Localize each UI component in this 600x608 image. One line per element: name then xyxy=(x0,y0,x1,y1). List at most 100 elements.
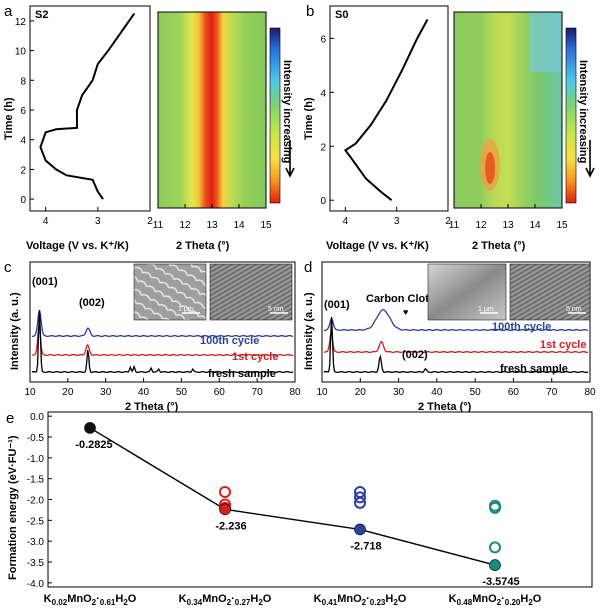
panel-a-heatmap-xtick-label: 11 xyxy=(153,220,164,231)
panel-d-legend-fresh: fresh sample xyxy=(500,363,568,375)
panel-e-letter: e xyxy=(6,410,14,427)
panel-e-marks: -0.2825 -2.236 -2.718 -3.5745 xyxy=(75,422,520,588)
panel-c-peak-002: (002) xyxy=(79,297,105,309)
panel-e-category-label: K0.48MnO2·0.20H2O xyxy=(449,593,542,607)
panel-c-xtick-label: 70 xyxy=(252,387,264,398)
panel-b-voltage-frame xyxy=(329,5,449,212)
panel-c-peak-001: (001) xyxy=(32,276,58,288)
panel-e-ytick-label: -4.0 xyxy=(27,579,45,590)
panel-b-heatmap-xtick-label: 11 xyxy=(449,220,460,231)
panel-c-xtick-label: 50 xyxy=(176,387,188,398)
panel-d-legend-100th: 100th cycle xyxy=(492,321,551,333)
panel-d-series-100th xyxy=(323,308,589,332)
panel-b-ytick-label: 4 xyxy=(320,88,326,99)
panel-d-peak-002: (002) xyxy=(402,349,428,361)
panel-a-ytick-label: 0 xyxy=(20,195,26,206)
panel-a-colorbar-label: Intensity increasing xyxy=(281,60,293,163)
panel-a-arrow-icon xyxy=(285,140,295,178)
panel-a-sample-label: S2 xyxy=(35,9,48,21)
panel-d-x-ticks: 10 20 30 40 50 60 70 80 xyxy=(316,378,596,398)
panel-e-y-ticks: -4.0 -3.5 -3.0 -2.5 -2.0 -1.5 -1.0 -0.5 0.0 xyxy=(27,412,52,590)
panel-b-letter: b xyxy=(306,3,314,20)
panel-d-xtick-label: 20 xyxy=(355,387,367,398)
panel-c-series-100th xyxy=(31,310,294,338)
panel-c-legend-100th: 100th cycle xyxy=(200,335,259,347)
panel-c-ylabel: Intensity (a. u.) xyxy=(9,292,21,370)
panel-a-xlabel: Voltage (V vs. K⁺/K) xyxy=(26,240,129,252)
panel-b-xlabel: Voltage (V vs. K⁺/K) xyxy=(326,240,429,252)
panel-a-xtick-label: 3 xyxy=(95,216,101,227)
panel-e-ytick-label: -0.5 xyxy=(27,433,45,444)
panel-b-heatmap-xtick-label: 15 xyxy=(556,220,568,231)
panel-d-tem-image xyxy=(509,263,591,321)
panel-a-voltage-frame xyxy=(29,5,151,212)
panel-d-frame xyxy=(321,261,591,383)
panel-a-voltage-curve xyxy=(39,12,136,200)
panel-b-heatmap-hotspot-core xyxy=(485,152,495,184)
panel-c-frame xyxy=(29,261,296,383)
panel-d-scale-1: 1 μm xyxy=(478,306,494,313)
panel-e-category-label: K0.02MnO2·0.61H2O xyxy=(44,593,137,607)
panel-e-point-open xyxy=(489,501,501,514)
panel-d-letter: d xyxy=(304,259,312,276)
panel-e-ytick-label: -3.5 xyxy=(27,558,45,569)
panel-d-xtick-label: 70 xyxy=(546,387,558,398)
panel-b-y-ticks: 0 2 4 6 xyxy=(320,34,334,207)
panel-a-heatmap xyxy=(158,12,266,208)
panel-b-arrow-icon xyxy=(585,140,595,178)
panel-c-series-1st xyxy=(31,324,294,357)
panel-a-heatmap-x-ticks: 11 12 13 14 15 xyxy=(153,204,272,231)
panel-e-point-open xyxy=(219,486,231,498)
panel-d-legend-1st: 1st cycle xyxy=(540,339,586,351)
panel-e-point-open xyxy=(354,491,366,504)
panel-e-point-open xyxy=(489,541,501,554)
panel-b-heatmap-x-ticks: 11 12 13 14 15 xyxy=(449,204,568,231)
panel-a-y-ticks: 0 2 4 6 8 10 12 xyxy=(15,17,34,206)
panel-b-sample-label: S0 xyxy=(335,9,348,21)
panel-e-min-label: -3.5745 xyxy=(482,576,519,588)
panel-d-xtick-label: 60 xyxy=(508,387,520,398)
panel-c-legend-1st: 1st cycle xyxy=(232,351,278,363)
panel-a-ytick-label: 8 xyxy=(20,76,26,87)
panel-e-min-label: -0.2825 xyxy=(75,439,112,451)
panel-a-xtick-label: 2 xyxy=(147,216,153,227)
panel-a-xtick-label: 4 xyxy=(43,216,49,227)
panel-c-series-fresh xyxy=(31,309,294,374)
panel-b-voltage-curve xyxy=(343,19,429,201)
panel-b-ylabel: Time (h) xyxy=(303,97,315,140)
panel-d-series-fresh xyxy=(323,316,589,374)
panel-d-peak-001: (001) xyxy=(324,299,350,311)
panel-b-colorbar xyxy=(565,27,577,204)
panel-d-heart-icon: ♥ xyxy=(403,307,408,317)
panel-c-xtick-label: 30 xyxy=(100,387,112,398)
panel-b-xtick-label: 4 xyxy=(343,216,349,227)
panel-b-heatmap-cool-region xyxy=(530,12,562,72)
panel-b-heatmap-xtick-label: 14 xyxy=(529,220,541,231)
panel-e-point-min xyxy=(354,523,366,536)
panel-e-ytick-label: -2.0 xyxy=(27,496,45,507)
panel-a-heatmap-xtick-label: 15 xyxy=(260,220,272,231)
panel-b-heatmap-xtick-label: 12 xyxy=(475,220,487,231)
panel-c-xtick-label: 60 xyxy=(214,387,226,398)
panel-d-ylabel: Intensity (a. u.) xyxy=(303,292,315,370)
panel-d-series-1st xyxy=(323,331,589,354)
panel-e-ytick-label: -1.0 xyxy=(27,454,45,465)
panel-c-scale-2: 5 nm xyxy=(268,306,284,313)
panel-b-ytick-label: 0 xyxy=(320,196,326,207)
panel-d-xtick-label: 30 xyxy=(393,387,405,398)
panel-c-xlabel: 2 Theta (°) xyxy=(125,401,179,413)
panel-a-letter: a xyxy=(4,3,13,20)
panel-e-point-min xyxy=(84,422,96,434)
panel-e-category-label: K0.34MnO2·0.27H2O xyxy=(179,593,272,607)
panel-e-ytick-label: -3.0 xyxy=(27,537,45,548)
panel-a-ylabel: Time (h) xyxy=(3,97,15,140)
panel-b-heatmap-xtick-label: 13 xyxy=(502,220,514,231)
panel-a-heatmap-xtick-label: 14 xyxy=(233,220,245,231)
panel-b-xtick-label: 3 xyxy=(394,216,400,227)
panel-a-ytick-label: 2 xyxy=(20,165,26,176)
panel-c-letter: c xyxy=(4,259,12,276)
panel-e-category-label: K0.41MnO2·0.23H2O xyxy=(314,593,407,607)
panel-e-min-label: -2.236 xyxy=(215,520,246,532)
panel-a-ytick-label: 10 xyxy=(15,47,27,58)
